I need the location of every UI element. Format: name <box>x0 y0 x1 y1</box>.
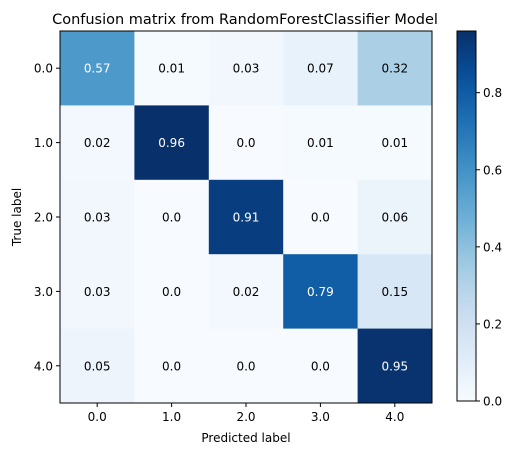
cell-label-r4-c2: 0.0 <box>236 359 255 373</box>
cell-r4-c2 <box>208 328 284 404</box>
y-tick-label-0: 0.0 <box>34 62 53 76</box>
heatmap-cell-labels: 0.57 0.01 0.03 0.07 0.32 0.02 0.96 0.0 0.01 0.01 0… <box>84 62 408 374</box>
cell-label-r0-c2: 0.03 <box>233 62 260 76</box>
cell-r0-c3 <box>283 31 359 106</box>
x-tick-label-2: 2.0 <box>236 410 255 424</box>
chart-title: Confusion matrix from RandomForestClassi… <box>52 12 438 28</box>
x-tick-label-1: 1.0 <box>162 410 181 424</box>
cell-r3-c4 <box>357 254 433 330</box>
colorbar-tick-label-0: 0.0 <box>483 395 502 409</box>
colorbar-tick-label-1: 0.2 <box>483 317 502 331</box>
cell-label-r3-c2: 0.02 <box>233 285 260 299</box>
cell-r4-c1 <box>134 328 210 404</box>
cell-r3-c0 <box>60 254 135 330</box>
cell-label-r1-c3: 0.01 <box>307 136 334 150</box>
x-tick-label-0: 0.0 <box>88 410 107 424</box>
cell-label-r2-c3: 0.0 <box>311 211 330 225</box>
cell-r3-c3 <box>283 254 359 330</box>
cell-label-r0-c3: 0.07 <box>307 62 334 76</box>
cell-r3-c1 <box>134 254 210 330</box>
cell-r1-c2 <box>208 105 284 181</box>
colorbar <box>456 30 477 402</box>
cell-label-r2-c4: 0.06 <box>381 211 408 225</box>
cell-label-r4-c3: 0.0 <box>311 359 330 373</box>
cell-r1-c3 <box>283 105 359 181</box>
y-axis-ticks: 0.0 1.0 2.0 3.0 4.0 <box>34 62 60 373</box>
cell-r0-c0 <box>60 31 135 106</box>
cell-r4-c4 <box>357 328 433 404</box>
cell-r0-c4 <box>357 31 433 106</box>
cell-label-r3-c0: 0.03 <box>84 285 111 299</box>
cell-r0-c2 <box>208 31 284 106</box>
cell-label-r2-c0: 0.03 <box>84 211 111 225</box>
cell-label-r1-c1: 0.96 <box>158 136 185 150</box>
cell-r1-c4 <box>357 105 433 181</box>
cell-r1-c0 <box>60 105 135 181</box>
cell-r2-c1 <box>134 179 210 255</box>
y-tick-label-1: 1.0 <box>34 136 53 150</box>
cell-label-r2-c1: 0.0 <box>162 211 181 225</box>
colorbar-ticks: 0.0 0.2 0.4 0.6 0.8 <box>476 86 502 409</box>
x-axis-ticks: 0.0 1.0 2.0 3.0 4.0 <box>88 403 404 424</box>
cell-label-r3-c1: 0.0 <box>162 285 181 299</box>
cell-label-r3-c3: 0.79 <box>307 285 334 299</box>
cell-r3-c2 <box>208 254 284 330</box>
cell-r0-c1 <box>134 31 210 106</box>
colorbar-tick-label-4: 0.8 <box>483 86 502 100</box>
cell-label-r4-c4: 0.95 <box>381 359 408 373</box>
cell-r2-c4 <box>357 179 433 255</box>
y-tick-label-3: 3.0 <box>34 285 53 299</box>
cell-label-r1-c2: 0.0 <box>236 136 255 150</box>
cell-r4-c0 <box>60 328 135 404</box>
cell-label-r4-c1: 0.0 <box>162 359 181 373</box>
cell-r1-c1 <box>134 105 210 181</box>
y-tick-label-2: 2.0 <box>34 211 53 225</box>
cell-label-r0-c0: 0.57 <box>84 62 111 76</box>
cell-r2-c0 <box>60 179 135 255</box>
y-tick-label-4: 4.0 <box>34 359 53 373</box>
cell-label-r0-c4: 0.32 <box>381 62 408 76</box>
cell-label-r3-c4: 0.15 <box>381 285 408 299</box>
x-tick-label-4: 4.0 <box>385 410 404 424</box>
cell-r4-c3 <box>283 328 359 404</box>
y-axis-label: True label <box>10 188 24 247</box>
cell-r2-c3 <box>283 179 359 255</box>
heatmap-cells <box>60 31 433 404</box>
cell-label-r4-c0: 0.05 <box>84 359 111 373</box>
x-axis-label: Predicted label <box>201 431 290 445</box>
cell-r2-c2 <box>208 179 284 255</box>
cell-label-r2-c2: 0.91 <box>233 211 260 225</box>
colorbar-tick-label-3: 0.6 <box>483 163 502 177</box>
x-tick-label-3: 3.0 <box>311 410 330 424</box>
colorbar-tick-label-2: 0.4 <box>483 240 502 254</box>
cell-label-r1-c0: 0.02 <box>84 136 111 150</box>
cell-label-r1-c4: 0.01 <box>381 136 408 150</box>
cell-label-r0-c1: 0.01 <box>158 62 185 76</box>
